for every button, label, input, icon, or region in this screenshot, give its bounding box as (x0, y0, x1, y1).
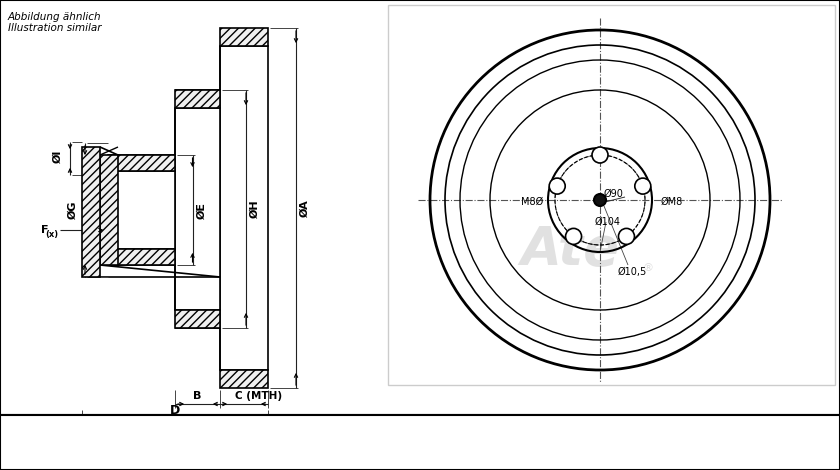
Bar (175, 108, 220, 310)
Text: F: F (555, 436, 564, 449)
Text: Ø10,5: Ø10,5 (617, 267, 647, 277)
Text: (x): (x) (559, 441, 573, 450)
Circle shape (46, 429, 74, 456)
Text: (x): (x) (45, 229, 59, 238)
Text: G: G (633, 435, 646, 450)
Bar (0, 415, 840, 470)
Bar (175, 310, 220, 328)
Text: Ø104: Ø104 (595, 217, 621, 227)
Text: ØA: ØA (300, 199, 310, 217)
Bar (220, 370, 268, 388)
Bar (82, 147, 100, 277)
Circle shape (635, 178, 651, 194)
Text: I: I (797, 435, 803, 450)
Text: D: D (170, 404, 180, 416)
Text: Illustration similar: Illustration similar (8, 23, 102, 33)
Bar (220, 46, 268, 370)
Text: H: H (714, 435, 727, 450)
Text: ØG: ØG (68, 201, 78, 219)
Text: ®: ® (643, 263, 654, 273)
Circle shape (565, 228, 581, 244)
Bar (0, 0, 840, 415)
Text: D: D (394, 435, 407, 450)
Bar (100, 155, 118, 265)
Bar (108, 249, 175, 265)
Bar (175, 90, 220, 108)
Text: ØM8: ØM8 (661, 197, 683, 207)
Text: F: F (41, 225, 49, 235)
Text: Ø90: Ø90 (604, 189, 624, 199)
Bar (220, 28, 268, 46)
Circle shape (55, 438, 65, 447)
Circle shape (594, 194, 606, 206)
Circle shape (549, 178, 565, 194)
Circle shape (592, 147, 608, 163)
Text: ØI: ØI (53, 149, 63, 163)
Text: ØE: ØE (197, 202, 207, 219)
Bar (108, 155, 175, 171)
Circle shape (38, 421, 82, 464)
Circle shape (618, 228, 634, 244)
Text: A: A (154, 435, 165, 450)
Bar (388, 5, 835, 385)
Text: C: C (314, 435, 326, 450)
Text: Ate: Ate (521, 224, 620, 276)
Text: Abbildung ähnlich: Abbildung ähnlich (8, 12, 102, 22)
Text: C (MTH): C (MTH) (235, 391, 282, 401)
Text: ØH: ØH (250, 200, 260, 218)
Text: B: B (193, 391, 202, 401)
Text: B: B (234, 435, 246, 450)
Text: E: E (475, 435, 486, 450)
Bar (108, 171, 175, 249)
Text: M8Ø: M8Ø (521, 197, 543, 207)
